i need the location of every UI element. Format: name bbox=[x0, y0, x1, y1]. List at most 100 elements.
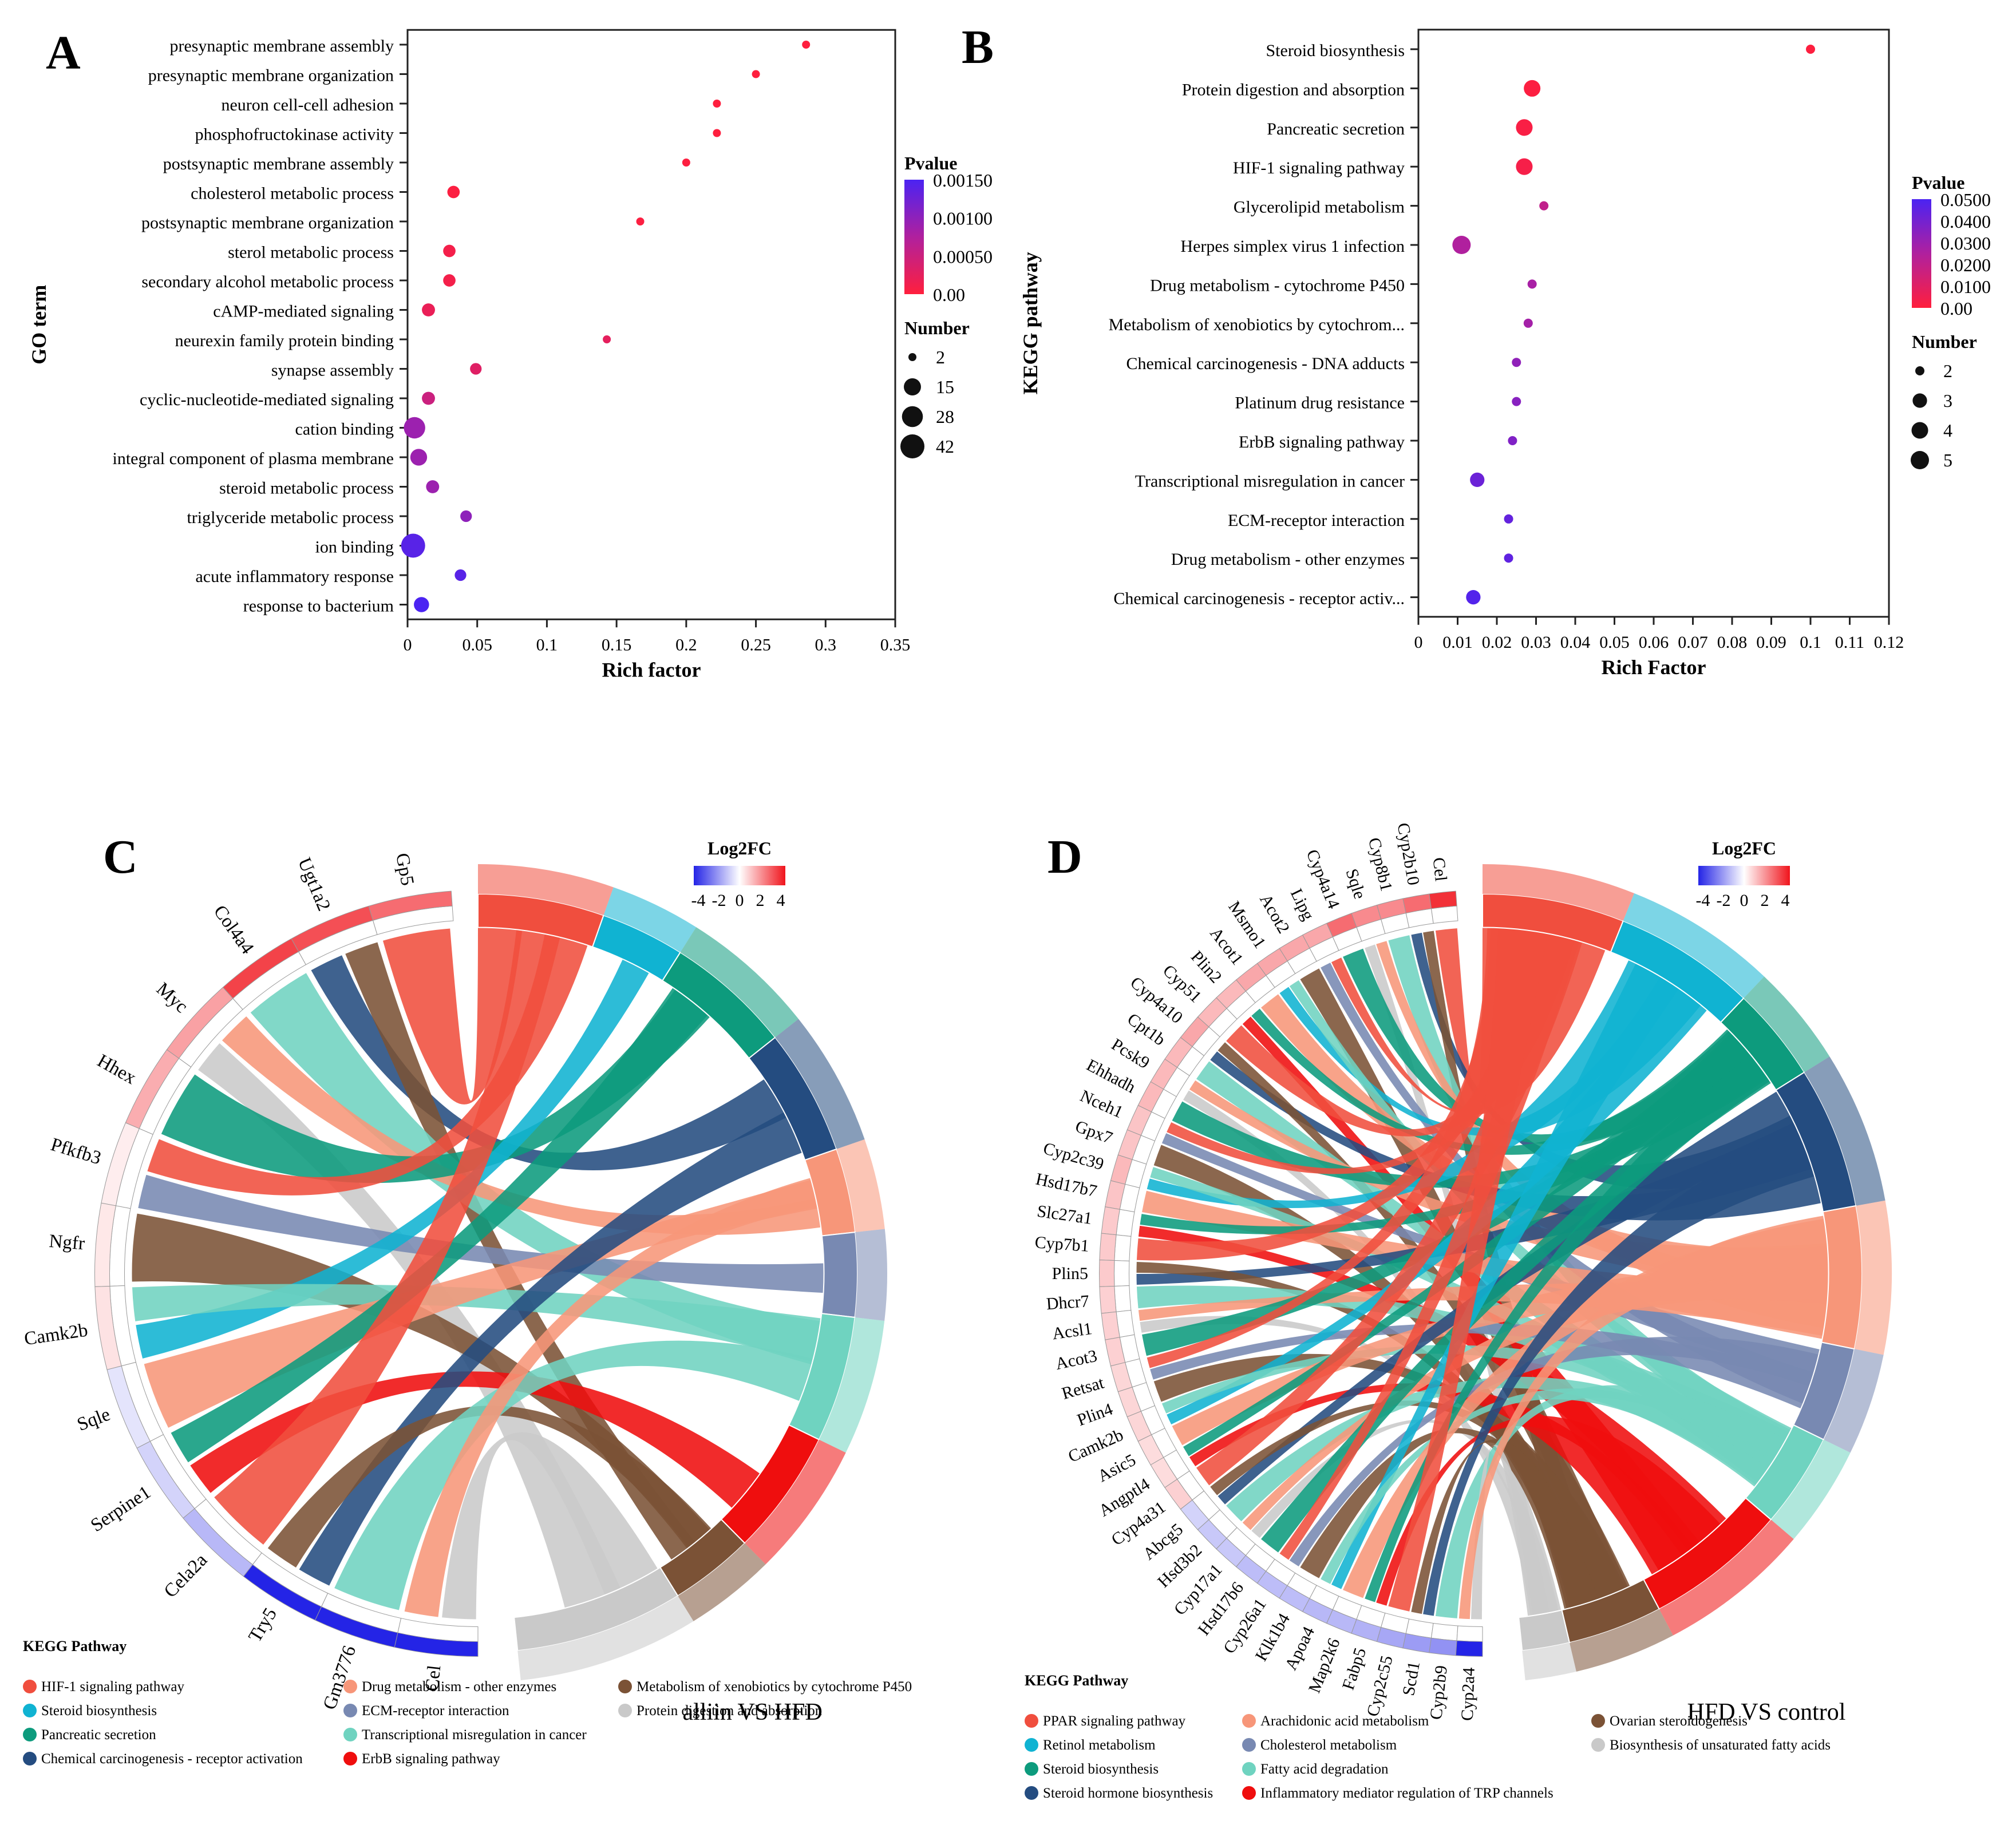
gene-fc-arc bbox=[1150, 1058, 1178, 1090]
panel-c-letter: C bbox=[103, 830, 138, 884]
panel-d-chord: CelCyp2b10Cyp8b1SqleCyp4a14LipgAcot2Msmo… bbox=[1025, 821, 1892, 1801]
colorbar-tick: 2 bbox=[756, 891, 765, 910]
term-label: cation binding bbox=[295, 420, 394, 439]
x-tick-label: 0.2 bbox=[675, 635, 697, 654]
gene-fc-arc bbox=[1117, 1387, 1142, 1418]
gene-label: Gpx7 bbox=[1073, 1117, 1115, 1148]
term-label: cholesterol metabolic process bbox=[191, 184, 394, 203]
data-point bbox=[1524, 80, 1541, 97]
term-label: Steroid biosynthesis bbox=[1266, 41, 1405, 60]
gene-label: Cyp8b1 bbox=[1365, 836, 1396, 893]
data-point bbox=[1539, 201, 1549, 211]
data-point bbox=[713, 100, 721, 108]
data-point bbox=[1516, 158, 1533, 175]
gene-fc-arc bbox=[1137, 1081, 1164, 1113]
term-label: ErbB signaling pathway bbox=[1239, 433, 1405, 452]
gene-label: Retsat bbox=[1060, 1373, 1106, 1403]
color-legend-bar bbox=[1912, 199, 1931, 308]
x-tick-label: 0.07 bbox=[1678, 633, 1708, 652]
color-legend-tick: 0.0100 bbox=[1940, 276, 1991, 297]
gene-label: Fabp5 bbox=[1339, 1645, 1370, 1692]
gene-label: Plin5 bbox=[1052, 1264, 1088, 1283]
chord-ribbon bbox=[1388, 928, 1548, 1612]
data-point bbox=[470, 363, 482, 375]
gene-label: Cyp7b1 bbox=[1034, 1233, 1090, 1256]
chord-ribbon bbox=[1217, 1091, 1800, 1505]
color-legend-tick: 0.00 bbox=[1940, 298, 1972, 319]
gene-label: Cela2a bbox=[160, 1550, 212, 1602]
data-point bbox=[460, 510, 472, 522]
gene-fc-arc bbox=[1110, 1362, 1133, 1392]
term-label: synapse assembly bbox=[271, 361, 394, 380]
color-legend-tick: 0.0300 bbox=[1940, 233, 1991, 254]
gene-label: Sqle bbox=[1342, 866, 1369, 901]
gene-label: Slc27a1 bbox=[1036, 1202, 1093, 1228]
gene-fc-arc bbox=[1376, 1626, 1406, 1649]
size-legend-dot bbox=[908, 353, 916, 361]
gene-fc-arc bbox=[1429, 1637, 1457, 1656]
gene-label: Cyp2c55 bbox=[1363, 1654, 1397, 1719]
pathway-arc bbox=[1518, 1609, 1571, 1652]
colorbar-tick: -4 bbox=[1696, 891, 1710, 910]
svg-text:D: D bbox=[1047, 830, 1082, 884]
chord-ribbon bbox=[161, 989, 710, 1183]
gene-fc-arc bbox=[1101, 1206, 1120, 1236]
svg-text:B: B bbox=[962, 21, 994, 74]
gene-fc-arc bbox=[1279, 935, 1310, 961]
x-tick-label: 0 bbox=[1414, 633, 1423, 652]
legend-swatch bbox=[618, 1704, 632, 1717]
size-legend-label: 42 bbox=[936, 436, 954, 457]
gene-fc-arc bbox=[1402, 1633, 1432, 1653]
size-legend-label: 4 bbox=[1943, 420, 1952, 441]
gene-label: Ugt1a2 bbox=[294, 855, 334, 915]
data-point bbox=[404, 417, 425, 439]
gene-fc-arc bbox=[1302, 1598, 1333, 1624]
size-legend-label: 3 bbox=[1943, 390, 1952, 411]
x-tick-label: 0.04 bbox=[1560, 633, 1591, 652]
size-legend-dot bbox=[1911, 422, 1928, 439]
color-legend-tick: 0.00 bbox=[933, 284, 965, 305]
x-tick-label: 0.02 bbox=[1482, 633, 1512, 652]
size-legend-dot bbox=[1912, 393, 1927, 408]
term-label: Metabolism of xenobiotics by cytochrom..… bbox=[1109, 315, 1405, 334]
x-tick-label: 0.09 bbox=[1756, 633, 1786, 652]
pathway-arc bbox=[513, 1566, 679, 1652]
gene-fc-arc bbox=[1326, 1609, 1357, 1634]
legend-label: Steroid biosynthesis bbox=[41, 1703, 157, 1719]
pathway-outer-band bbox=[478, 864, 614, 916]
gene-fc-arc bbox=[1279, 1585, 1310, 1612]
term-label: Chemical carcinogenesis - receptor activ… bbox=[1113, 589, 1405, 608]
legend-swatch bbox=[1242, 1714, 1256, 1728]
plot-frame bbox=[406, 29, 896, 620]
pathway-outer-band bbox=[1522, 1642, 1576, 1681]
panel-d-letter: D bbox=[1047, 830, 1082, 884]
data-point bbox=[1527, 279, 1537, 289]
data-point bbox=[414, 597, 429, 612]
pathway-outer-band bbox=[1744, 976, 1830, 1072]
gene-fc-arc bbox=[1099, 1285, 1117, 1314]
chord-ribbon bbox=[132, 1213, 710, 1549]
pathway-arc bbox=[821, 1232, 858, 1319]
gene-label: Dhcr7 bbox=[1046, 1292, 1090, 1313]
pathway-outer-band bbox=[745, 1439, 846, 1565]
gene-fc-arc bbox=[1110, 1154, 1133, 1185]
chord-ribbon bbox=[1331, 963, 1679, 1589]
chord-ribbon bbox=[136, 959, 649, 1359]
legend-swatch bbox=[1025, 1762, 1038, 1776]
pathway-outer-band bbox=[1569, 1609, 1673, 1672]
color-legend-bar bbox=[904, 180, 924, 294]
data-point bbox=[1470, 472, 1485, 488]
chord-ribbon bbox=[1251, 1008, 1750, 1155]
colorbar-tick: -4 bbox=[691, 891, 706, 910]
panel-a-go-dotplot: 0 0.05 0.1 0.15 0.2 0.25 0.3 0.35 Rich factor GO … bbox=[27, 29, 993, 681]
size-legend-title: Number bbox=[1912, 331, 1977, 352]
term-label: Drug metabolism - cytochrome P450 bbox=[1150, 276, 1405, 295]
data-point bbox=[1512, 397, 1521, 406]
size-legend-label: 5 bbox=[1943, 450, 1952, 470]
gene-inner-ring bbox=[1430, 905, 1458, 924]
panel-c-chord: Gp5 Ugt1a2 Col4a4 Myc Hhex Pfkfb3 Ngfr Camk2b Sq… bbox=[23, 838, 912, 1767]
data-point bbox=[443, 244, 456, 258]
data-point bbox=[410, 449, 428, 466]
x-tick-label: 0.1 bbox=[1800, 633, 1821, 652]
